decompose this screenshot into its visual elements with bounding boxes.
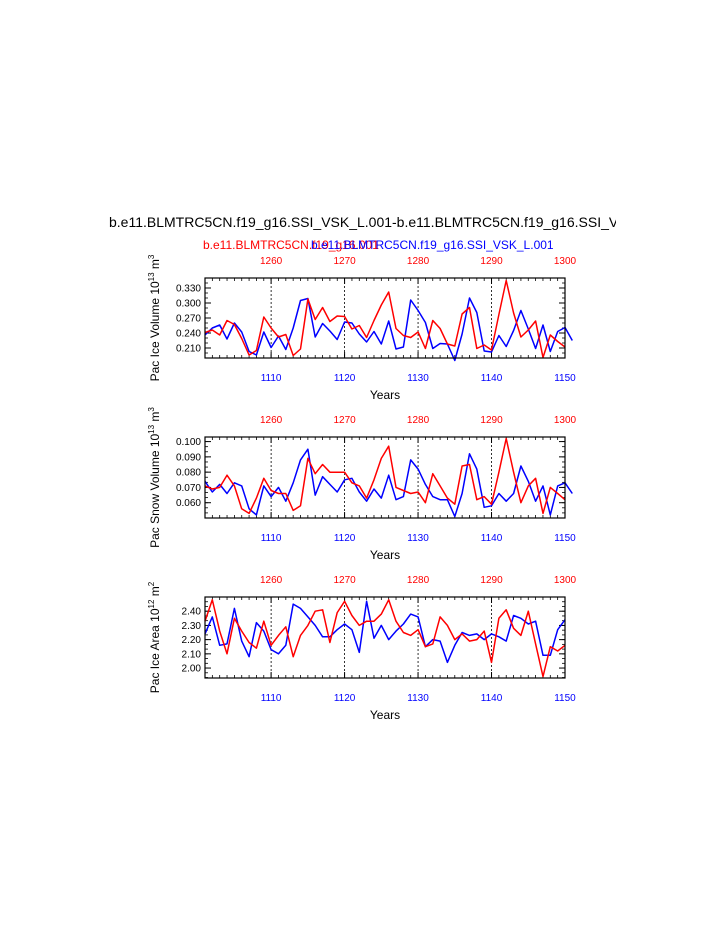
y-tick-label: 2.40 (182, 607, 202, 618)
x-tick-label-top: 1260 (260, 415, 283, 426)
y-tick-label: 0.300 (176, 299, 201, 310)
x-tick-label-top: 1280 (407, 415, 430, 426)
x-tick-label-top: 1280 (407, 256, 430, 267)
x-tick-label-top: 1290 (480, 415, 503, 426)
x-axis-label: Years (370, 548, 400, 562)
y-label-unit: m (148, 586, 162, 599)
x-axis-label: Years (370, 708, 400, 722)
y-label-unit-exp: 3 (147, 254, 156, 259)
x-tick-label-bottom: 1130 (407, 373, 429, 384)
x-tick-label-top: 1280 (407, 575, 430, 586)
y-tick-label: 2.30 (182, 621, 202, 632)
y-label-exp: 13 (147, 272, 156, 281)
y-tick-label: 0.210 (176, 344, 201, 355)
x-tick-label-top: 1270 (333, 256, 356, 267)
x-tick-label-top: 1300 (554, 575, 577, 586)
x-tick-label-top: 1290 (480, 575, 503, 586)
y-label-exp: 12 (147, 599, 156, 608)
x-tick-label-top: 1270 (333, 575, 356, 586)
x-tick-label-top: 1300 (554, 256, 577, 267)
y-tick-label: 2.00 (182, 664, 202, 675)
x-tick-label-bottom: 1140 (481, 373, 503, 384)
plot-frame (204, 596, 566, 679)
y-tick-label: 0.080 (176, 468, 201, 479)
x-tick-label-bottom: 1150 (554, 693, 576, 704)
y-label-text: Pac Ice Area 10 (148, 608, 162, 693)
y-tick-label: 2.10 (182, 649, 202, 660)
y-axis-label: Pac Ice Volume 1013 m3 (147, 254, 162, 381)
x-tick-label-top: 1290 (480, 256, 503, 267)
x-tick-label-top: 1300 (554, 415, 577, 426)
y-tick-label: 0.070 (176, 483, 201, 494)
y-axis-label: Pac Ice Area 1012 m2 (147, 581, 162, 693)
y-tick-label: 0.060 (176, 498, 201, 509)
x-tick-label-bottom: 1110 (261, 373, 282, 384)
x-tick-label-top: 1260 (260, 575, 283, 586)
series-line-red (204, 279, 566, 359)
y-tick-label: 0.240 (176, 329, 201, 340)
chart-panel-1: 0.330 0.300 0.270 0.240 0.210 1110 1120 1130 114… (147, 254, 577, 402)
series-line-red (204, 599, 566, 678)
plot-frame (204, 436, 566, 519)
y-tick-label: 0.270 (176, 314, 201, 325)
x-tick-label-bottom: 1130 (407, 693, 429, 704)
y-axis-label: Pac Snow Volume 1013 m3 (147, 407, 162, 548)
chart-panel-3: 2.40 2.30 2.20 2.10 2.00 1110 1120 1130 1140 1150… (147, 575, 577, 722)
x-tick-label-top: 1270 (333, 415, 356, 426)
y-label-exp: 13 (147, 424, 156, 433)
x-axis-label: Years (370, 388, 400, 402)
main-title: b.e11.BLMTRC5CN.f19_g16.SSI_VSK_L.001-b.… (109, 214, 619, 230)
legend-label-blue: b.e11.BLMTRC5CN.f19_g16.SSI_VSK_L.001 (311, 238, 554, 252)
y-label-unit: m (148, 259, 162, 272)
series-line-red (204, 437, 566, 515)
series-line-blue (204, 297, 573, 362)
title-clip-mask (616, 210, 723, 234)
y-label-unit-exp: 2 (147, 581, 156, 586)
x-tick-label-bottom: 1120 (334, 693, 356, 704)
plot-frame (204, 277, 566, 359)
chart-panel-2: 0.100 0.090 0.080 0.070 0.060 1110 1120 1130 114… (147, 407, 577, 562)
x-tick-label-bottom: 1140 (481, 533, 503, 544)
series-line-blue (204, 600, 566, 664)
x-tick-label-top: 1260 (260, 256, 283, 267)
y-tick-label: 0.090 (176, 452, 201, 463)
series-line-blue (204, 448, 573, 518)
x-tick-label-bottom: 1130 (407, 533, 429, 544)
panels: 0.330 0.300 0.270 0.240 0.210 1110 1120 1130 114… (147, 254, 577, 722)
y-tick-label: 0.330 (176, 284, 201, 295)
legend-label-red: b.e11.BLMTRC5CN.f19_g16.001 (203, 238, 379, 252)
y-label-text: Pac Snow Volume 10 (148, 433, 162, 547)
x-tick-label-bottom: 1110 (261, 693, 282, 704)
x-tick-label-bottom: 1120 (334, 373, 356, 384)
y-label-text: Pac Ice Volume 10 (148, 281, 162, 381)
y-tick-label: 2.20 (182, 635, 202, 646)
x-tick-label-bottom: 1150 (554, 373, 576, 384)
x-tick-label-bottom: 1150 (554, 533, 576, 544)
x-tick-label-bottom: 1120 (334, 533, 356, 544)
y-tick-label: 0.100 (176, 437, 201, 448)
x-tick-label-bottom: 1110 (261, 533, 282, 544)
x-tick-label-bottom: 1140 (481, 693, 503, 704)
y-label-unit: m (148, 412, 162, 425)
y-label-unit-exp: 3 (147, 407, 156, 412)
